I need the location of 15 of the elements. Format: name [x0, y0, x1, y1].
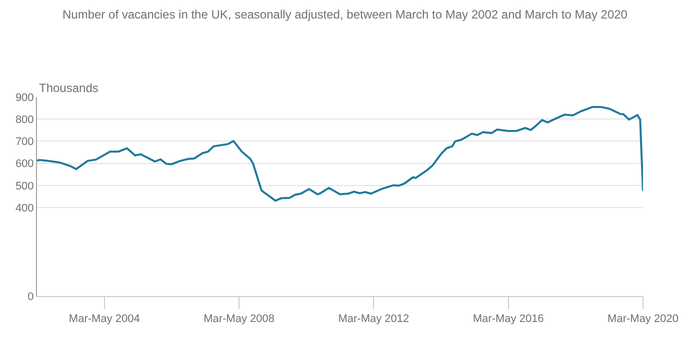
y-tick-label: 600	[15, 158, 34, 170]
line-series	[37, 106, 643, 202]
y-tick-label: 700	[15, 136, 34, 148]
y-tick-label: 0	[28, 290, 34, 303]
y-tick-label: 500	[15, 180, 34, 192]
x-tick-label: Mar-May 2004	[68, 313, 140, 326]
y-tick-label: 900	[15, 92, 34, 104]
y-tick-label: 400	[15, 202, 34, 214]
x-tick-label: Mar-May 2008	[204, 313, 274, 326]
y-tick-label: 800	[15, 114, 34, 126]
chart-title: Number of vacancies in the UK, seasonally adjusted, between March to May 2002 and March to May 2020	[62, 8, 628, 22]
x-tick-label: Mar-May 2012	[338, 313, 410, 326]
y-axis-title: Thousands	[39, 81, 98, 95]
x-tick-label: Mar-May 2020	[608, 313, 678, 326]
x-tick-label: Mar-May 2016	[472, 313, 544, 326]
